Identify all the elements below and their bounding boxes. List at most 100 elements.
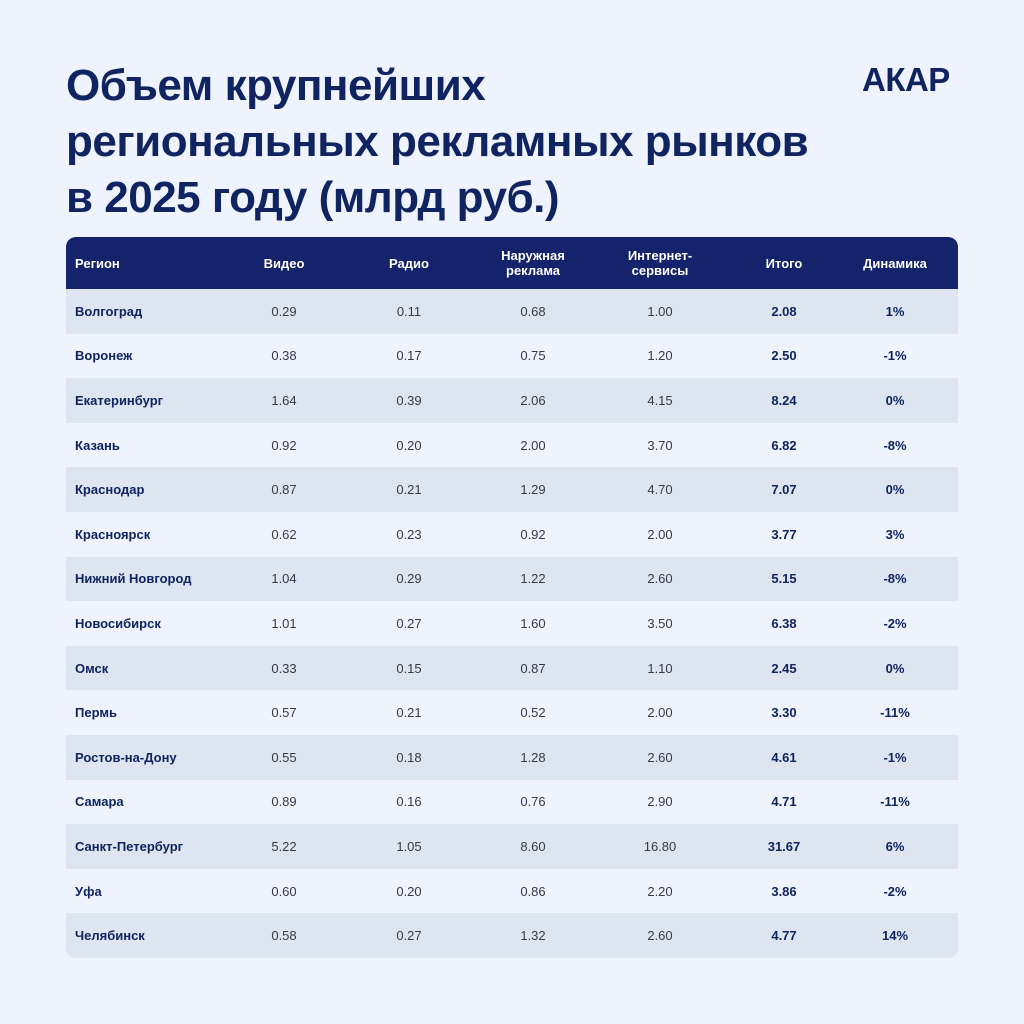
table-row: Новосибирск 1.01 0.27 1.60 3.50 6.38 -2% xyxy=(66,601,958,646)
table-row: Воронеж 0.38 0.17 0.75 1.20 2.50 -1% xyxy=(66,333,958,379)
cell-total: 4.77 xyxy=(771,928,797,944)
cell-total: 31.67 xyxy=(767,838,801,854)
cell-outdoor: 1.60 xyxy=(520,615,546,631)
cell-internet: 2.60 xyxy=(647,928,673,944)
cell-radio: 0.17 xyxy=(396,348,422,364)
cell-outdoor: 2.00 xyxy=(520,437,546,453)
title-line: в 2025 году (млрд руб.) xyxy=(66,173,560,222)
cell-outdoor: 2.06 xyxy=(520,392,546,408)
cell-dyn: -8% xyxy=(883,437,907,453)
cell-outdoor: 1.32 xyxy=(520,928,546,944)
cell-outdoor: 1.22 xyxy=(520,571,546,587)
cell-total: 7.07 xyxy=(771,482,797,498)
cell-outdoor: 8.60 xyxy=(520,838,546,854)
cell-radio: 0.20 xyxy=(396,437,422,453)
cell-total: 2.45 xyxy=(771,660,797,676)
cell-region: Пермь xyxy=(75,705,117,721)
cell-total: 3.77 xyxy=(771,526,797,542)
cell-internet: 1.00 xyxy=(647,303,673,319)
cell-total: 8.24 xyxy=(771,392,797,408)
cell-region: Казань xyxy=(75,437,120,453)
cell-dyn: 0% xyxy=(885,482,905,498)
table-body: Волгоград 0.29 0.11 0.68 1.00 2.08 1% Воронеж 0.… xyxy=(66,289,958,958)
cell-dyn: -1% xyxy=(883,348,907,364)
cell-region: Екатеринбург xyxy=(75,392,164,408)
cell-region: Новосибирск xyxy=(75,615,161,631)
cell-total: 4.61 xyxy=(771,749,797,765)
cell-video: 1.04 xyxy=(271,571,297,587)
column-header-dyn: Динамика xyxy=(863,255,927,271)
cell-region: Красноярск xyxy=(75,526,151,542)
cell-internet: 2.00 xyxy=(647,705,673,721)
cell-internet: 4.15 xyxy=(647,392,673,408)
cell-video: 0.57 xyxy=(271,705,297,721)
table-row: Волгоград 0.29 0.11 0.68 1.00 2.08 1% xyxy=(66,289,958,334)
page-title: Объем крупнейших региональных рекламных … xyxy=(66,58,926,226)
column-header-internet: Интернет-сервисы xyxy=(627,248,693,278)
cell-dyn: -11% xyxy=(880,705,910,721)
cell-dyn: 6% xyxy=(885,838,905,854)
cell-radio: 0.27 xyxy=(396,928,422,944)
title-line: региональных рекламных рынков xyxy=(66,117,809,166)
table-header: Регион Видео Радио Наружная реклама Интернет-… xyxy=(66,237,958,289)
regional-market-table: Регион Видео Радио Наружная реклама Интернет-… xyxy=(66,237,958,958)
cell-dyn: -8% xyxy=(883,571,907,587)
cell-internet: 2.60 xyxy=(647,749,673,765)
cell-internet: 4.70 xyxy=(647,482,673,498)
column-header-radio: Радио xyxy=(389,255,429,271)
akar-logo: АКАР xyxy=(862,61,950,98)
cell-video: 0.60 xyxy=(271,883,297,899)
cell-radio: 1.05 xyxy=(396,838,422,854)
cell-internet: 2.90 xyxy=(647,794,673,810)
column-header-region: Регион xyxy=(75,255,120,271)
cell-internet: 16.80 xyxy=(643,838,677,854)
cell-video: 0.87 xyxy=(271,482,297,498)
cell-radio: 0.27 xyxy=(396,615,422,631)
cell-dyn: 1% xyxy=(885,303,905,319)
cell-total: 5.15 xyxy=(771,571,797,587)
cell-video: 0.33 xyxy=(271,660,297,676)
table-row: Уфа 0.60 0.20 0.86 2.20 3.86 -2% xyxy=(66,868,958,914)
cell-outdoor: 0.75 xyxy=(520,348,546,364)
cell-video: 0.89 xyxy=(271,794,297,810)
table-row: Омск 0.33 0.15 0.87 1.10 2.45 0% xyxy=(66,645,958,691)
cell-radio: 0.21 xyxy=(396,705,422,721)
table-row: Челябинск 0.58 0.27 1.32 2.60 4.77 14% xyxy=(66,913,958,958)
cell-video: 0.62 xyxy=(271,526,297,542)
cell-outdoor: 1.29 xyxy=(520,482,546,498)
column-header-outdoor: Наружная реклама xyxy=(501,248,565,278)
cell-radio: 0.29 xyxy=(396,571,422,587)
cell-region: Ростов-на-Дону xyxy=(75,749,177,765)
table-row: Екатеринбург 1.64 0.39 2.06 4.15 8.24 0% xyxy=(66,378,958,423)
cell-internet: 3.70 xyxy=(647,437,673,453)
cell-total: 2.08 xyxy=(771,303,797,319)
table-row: Ростов-на-Дону 0.55 0.18 1.28 2.60 4.61 -1% xyxy=(66,734,958,780)
cell-internet: 1.10 xyxy=(647,660,673,676)
table-row: Казань 0.92 0.20 2.00 3.70 6.82 -8% xyxy=(66,422,958,468)
cell-region: Омск xyxy=(75,660,109,676)
cell-video: 0.38 xyxy=(271,348,297,364)
cell-total: 6.82 xyxy=(771,437,797,453)
table-row: Самара 0.89 0.16 0.76 2.90 4.71 -11% xyxy=(66,779,958,825)
table-row: Пермь 0.57 0.21 0.52 2.00 3.30 -11% xyxy=(66,690,958,735)
cell-video: 1.01 xyxy=(271,615,297,631)
cell-total: 2.50 xyxy=(771,348,797,364)
cell-internet: 2.00 xyxy=(647,526,673,542)
cell-internet: 3.50 xyxy=(647,615,673,631)
cell-region: Волгоград xyxy=(75,303,143,319)
cell-radio: 0.18 xyxy=(396,749,422,765)
cell-outdoor: 0.86 xyxy=(520,883,546,899)
cell-radio: 0.11 xyxy=(396,303,422,319)
table-row: Санкт-Петербург 5.22 1.05 8.60 16.80 31.67 6% xyxy=(66,824,958,869)
cell-internet: 2.60 xyxy=(647,571,673,587)
cell-region: Нижний Новгород xyxy=(75,571,192,587)
cell-dyn: 3% xyxy=(885,526,905,542)
cell-outdoor: 1.28 xyxy=(520,749,546,765)
cell-video: 0.55 xyxy=(271,749,297,765)
cell-video: 0.92 xyxy=(271,437,297,453)
data-table: Регион Видео Радио Наружная реклама Интернет-… xyxy=(66,237,958,958)
cell-outdoor: 0.68 xyxy=(520,303,546,319)
title-line: Объем крупнейших xyxy=(66,61,486,110)
cell-dyn: 0% xyxy=(885,660,905,676)
table-header-row: Регион Видео Радио Наружная реклама Интернет-… xyxy=(66,237,958,289)
